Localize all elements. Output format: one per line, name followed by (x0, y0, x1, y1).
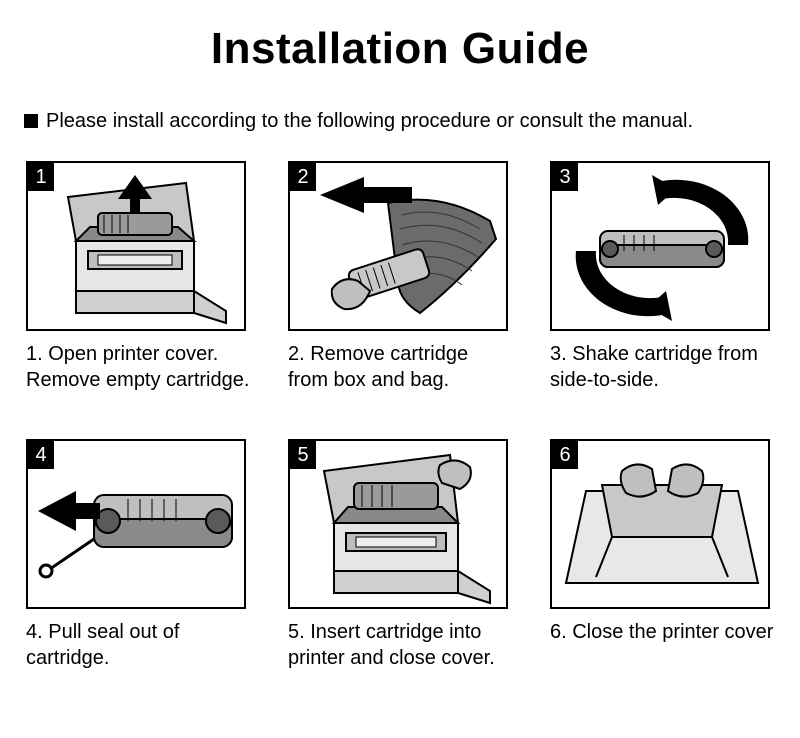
close-cover-icon (552, 441, 770, 609)
step-6-caption: 6. Close the printer cover (550, 619, 774, 645)
step-5-caption: 5. Insert cartridge into printer and clo… (288, 619, 512, 671)
step-3-badge: 3 (552, 163, 578, 191)
step-5-panel: 5 (288, 439, 508, 609)
step-3-panel: 3 (550, 161, 770, 331)
page-title: Installation Guide (22, 24, 778, 74)
step-4-panel: 4 (26, 439, 246, 609)
step-1: 1 1. O (26, 161, 250, 393)
steps-grid: 1 1. O (22, 161, 778, 671)
step-6-panel: 6 (550, 439, 770, 609)
step-4-caption: 4. Pull seal out of cartridge. (26, 619, 250, 671)
bag-remove-icon (290, 163, 508, 331)
step-2: 2 (288, 161, 512, 393)
step-5-badge: 5 (290, 441, 316, 469)
step-6: 6 6. Close the printer cover (550, 439, 774, 671)
printer-open-icon (28, 163, 246, 331)
step-1-caption: 1. Open printer cover. Remove empty cart… (26, 341, 250, 393)
square-bullet-icon (24, 114, 38, 128)
pull-seal-icon (28, 441, 246, 609)
intro-text: Please install according to the followin… (46, 110, 693, 132)
step-2-badge: 2 (290, 163, 316, 191)
step-2-panel: 2 (288, 161, 508, 331)
step-1-badge: 1 (28, 163, 54, 191)
insert-icon (290, 441, 508, 609)
step-3-caption: 3. Shake cartridge from side-to-side. (550, 341, 774, 393)
step-1-panel: 1 (26, 161, 246, 331)
intro-line: Please install according to the followin… (24, 110, 778, 133)
step-4-badge: 4 (28, 441, 54, 469)
step-6-badge: 6 (552, 441, 578, 469)
step-2-caption: 2. Remove cartridge from box and bag. (288, 341, 512, 393)
shake-icon (552, 163, 770, 331)
step-5: 5 5. Insert car (288, 439, 512, 671)
step-4: 4 4. Pull seal out of cartridge. (26, 439, 250, 671)
step-3: 3 3. Shake cartridge from side-to-side. (550, 161, 774, 393)
